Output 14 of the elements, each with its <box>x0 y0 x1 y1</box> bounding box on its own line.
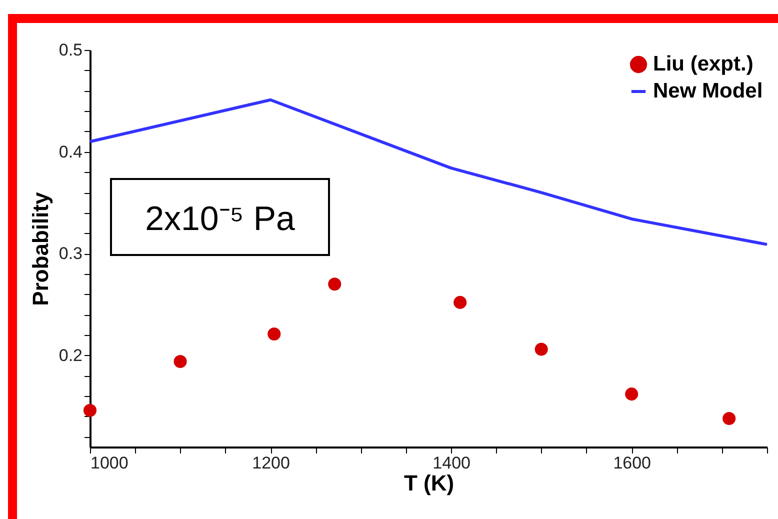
x-tick-label: 1600 <box>613 454 652 472</box>
legend-label: New Model <box>653 80 763 102</box>
y-tick-label: 0.4 <box>58 142 82 162</box>
x-tick-label: 1200 <box>252 454 290 472</box>
y-tick-label: 0.5 <box>58 40 82 60</box>
y-tick-label: 0.2 <box>58 346 82 365</box>
x-axis-title: T (K) <box>404 470 454 496</box>
y-axis-title: Probability <box>28 191 53 306</box>
y-tick-label: 0.3 <box>58 244 82 264</box>
legend-label: Liu (expt.) <box>653 52 754 76</box>
x-tick-label: 1400 <box>432 454 470 472</box>
x-tick-label: 1000 <box>90 454 128 472</box>
line-series <box>88 98 768 246</box>
annotation: 2x10⁻⁵ Pa <box>110 178 330 256</box>
